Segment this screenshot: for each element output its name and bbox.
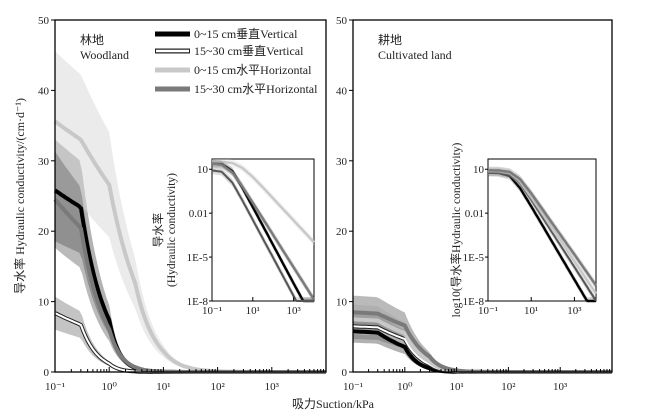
- inset-plot: 10 0.01 1E-5 1E-810⁻¹ 10¹ 10³ 导水率 (Hydraulic co…: [151, 158, 316, 317]
- panel-title-en: Cultivated land: [378, 48, 452, 62]
- y-tick-label: 40: [336, 85, 348, 97]
- legend-item: 0~15 cm垂直Vertical: [155, 27, 298, 41]
- legend-item: 0~15 cm水平Horizontal: [155, 63, 312, 77]
- inset-x-tick-label: 10¹: [246, 305, 260, 317]
- inset-y-axis-label: log10(导水率Hydraulic conductivity): [449, 142, 463, 317]
- y-tick-label: 10: [38, 297, 50, 309]
- inset-plot: 10 0.01 1E-5 1E-810⁻¹ 10¹ 10³ log10(导水率Hydraul…: [449, 142, 597, 317]
- y-axis-label: 导水率 Hydraulic conductivity/(cm·d⁻¹): [12, 98, 27, 294]
- x-tick-label: 10⁻¹: [45, 381, 65, 393]
- inset-y-tick-label: 10: [197, 164, 209, 176]
- legend-label: 0~15 cm水平Horizontal: [194, 63, 312, 77]
- y-tick-label: 40: [38, 85, 50, 97]
- panel-title-en: Woodland: [80, 48, 129, 62]
- y-tick-label: 0: [342, 367, 348, 379]
- y-tick-label: 30: [38, 156, 50, 168]
- y-tick-label: 0: [44, 367, 50, 379]
- confidence-band: [55, 51, 326, 372]
- legend-label: 15~30 cm水平Horizontal: [194, 82, 318, 96]
- series-line: [54, 312, 326, 373]
- inset-series-line: [211, 162, 316, 301]
- series-outline: [54, 311, 326, 374]
- inset-band: [212, 159, 314, 301]
- inset-x-tick-label: 10¹: [524, 305, 538, 317]
- plot-frame: [54, 19, 327, 373]
- inset-y-tick-label: 1E-5: [463, 252, 485, 264]
- inset-y-tick-label: 1E-8: [463, 296, 485, 308]
- legend-label: 0~15 cm垂直Vertical: [194, 27, 298, 41]
- inset-y-axis-label: (Hydraulic conductivity): [166, 173, 178, 287]
- y-tick-label: 20: [336, 226, 348, 238]
- x-tick-label: 10⁰: [101, 381, 117, 393]
- x-tick-label: 10²: [501, 381, 516, 393]
- x-tick-label: 10¹: [156, 381, 170, 393]
- y-tick-label: 50: [38, 15, 50, 27]
- panel-title-cn: 林地: [80, 33, 104, 47]
- legend: 0~15 cm垂直Vertical 15~30 cm垂直Vertical 0~15 …: [155, 27, 318, 96]
- inset-series-line: [211, 169, 314, 302]
- inset-x-tick-label: 10³: [567, 305, 582, 317]
- legend-item: 15~30 cm垂直Vertical: [155, 44, 304, 58]
- inset-series-line: [488, 169, 597, 287]
- legend-label: 15~30 cm垂直Vertical: [194, 44, 304, 58]
- inset-frame: [211, 158, 315, 302]
- y-tick-label: 10: [336, 297, 348, 309]
- inset-y-tick-label: 1E-5: [187, 252, 209, 264]
- plot-frame: [352, 19, 613, 373]
- inset-series-line: [488, 171, 596, 303]
- inset-y-tick-label: 10: [473, 164, 485, 176]
- x-tick-label: 10³: [553, 381, 568, 393]
- inset-y-axis-label: 导水率: [151, 213, 165, 248]
- y-tick-label: 50: [336, 15, 348, 27]
- x-tick-label: 10⁰: [397, 381, 413, 393]
- inset-y-tick-label: 0.01: [465, 208, 484, 220]
- inset-x-tick-label: 10⁻¹: [202, 305, 222, 317]
- legend-item: 15~30 cm水平Horizontal: [155, 82, 318, 96]
- inset-y-tick-label: 1E-8: [187, 296, 209, 308]
- x-tick-label: 10⁻¹: [343, 381, 363, 393]
- inset-x-tick-label: 10⁻¹: [478, 305, 498, 317]
- x-tick-label: 10²: [210, 381, 225, 393]
- inset-band: [488, 169, 596, 301]
- inset-x-tick-label: 10³: [286, 305, 301, 317]
- inset-series-line: [212, 160, 315, 244]
- x-axis-label: 吸力Suction/kPa: [292, 397, 375, 411]
- inset-y-tick-label: 0.01: [189, 208, 208, 220]
- x-tick-label: 10³: [265, 381, 280, 393]
- y-tick-label: 30: [336, 156, 348, 168]
- inset-frame: [487, 158, 597, 302]
- y-tick-label: 20: [38, 226, 50, 238]
- x-tick-label: 10¹: [449, 381, 463, 393]
- panel-title-cn: 耕地: [378, 32, 402, 47]
- panel-cultivated: 0 10 20 30 40 50 10⁻¹ 10⁰ 10¹ 10² 10³ 耕地Cultivated …: [336, 15, 613, 393]
